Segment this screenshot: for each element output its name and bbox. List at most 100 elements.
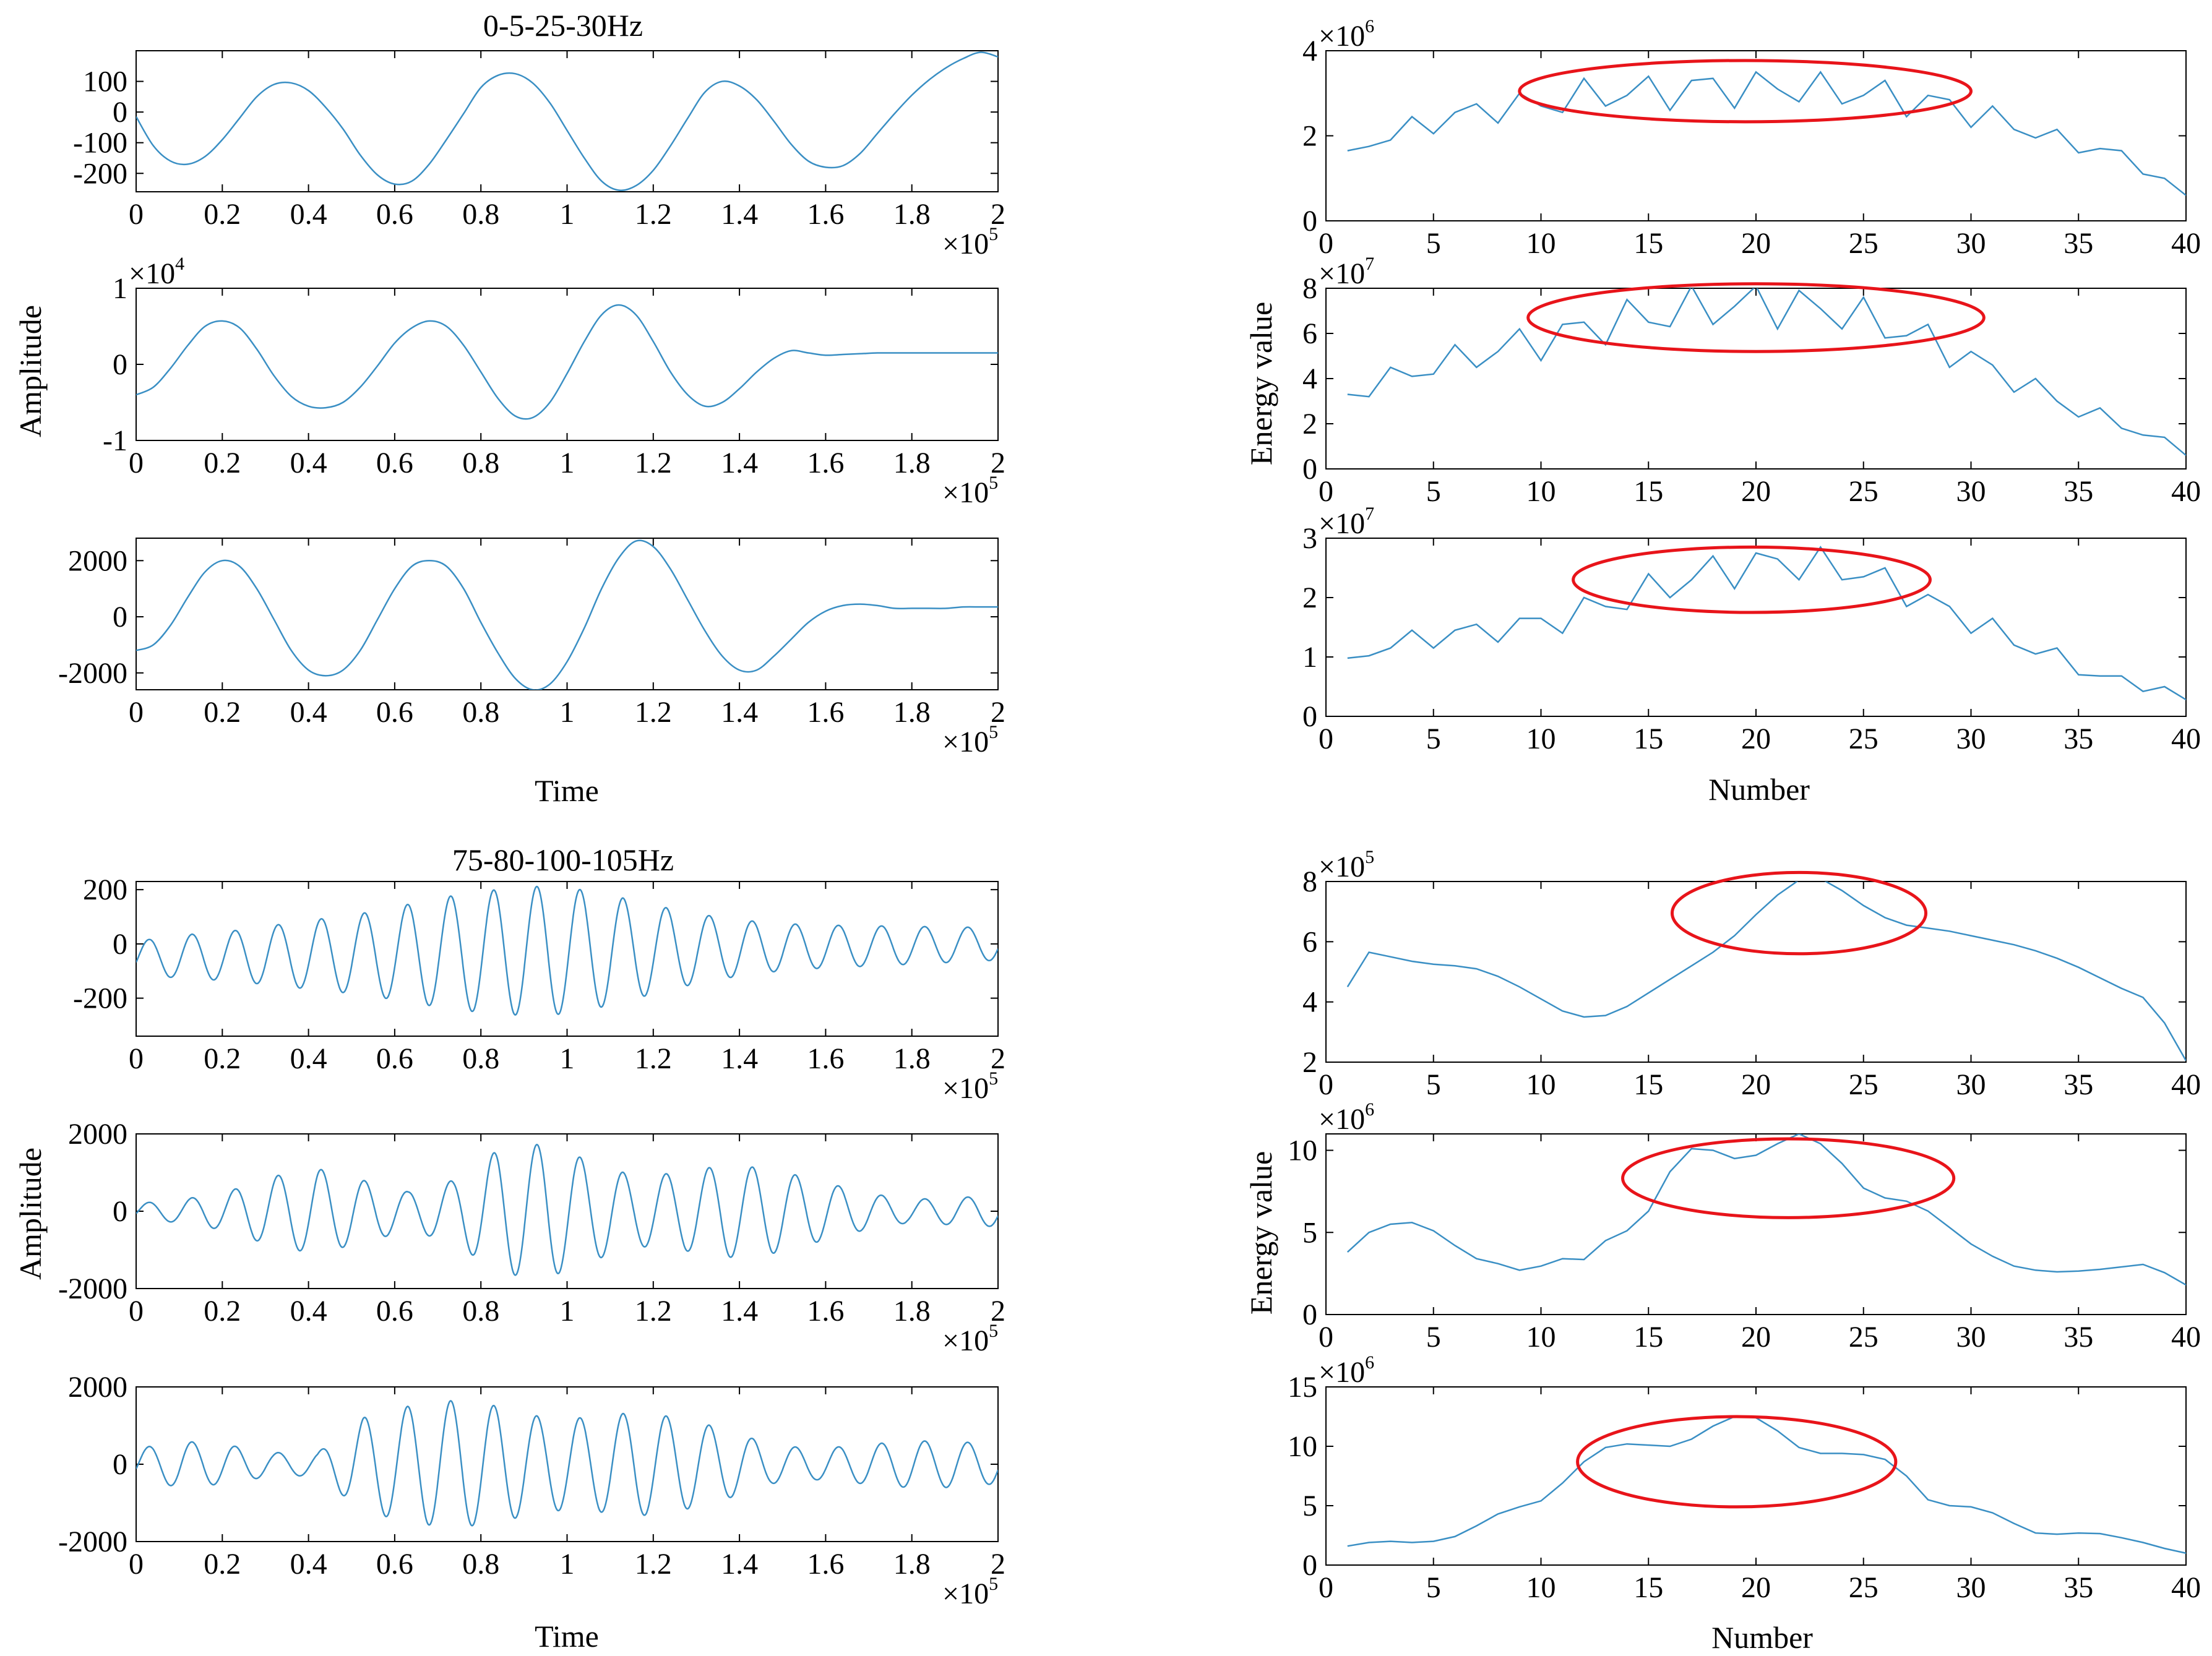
x-tick-label: 1.4 bbox=[721, 1295, 758, 1328]
series-line bbox=[1347, 288, 2186, 457]
axes-frame bbox=[1325, 538, 2187, 717]
series-line bbox=[136, 1143, 998, 1276]
y-tick-label: 5 bbox=[1302, 1490, 1317, 1522]
x-tick-label: 0 bbox=[129, 696, 144, 729]
x-exponent: ×105 bbox=[942, 473, 998, 509]
x-tick-label: 0.8 bbox=[462, 1548, 499, 1581]
bottom-time-label: Time bbox=[535, 1619, 599, 1654]
x-tick-label: 0.2 bbox=[204, 696, 241, 729]
x-exponent: ×105 bbox=[942, 1574, 998, 1610]
x-tick-label: 1.4 bbox=[721, 1548, 758, 1581]
y-tick-label: 0 bbox=[1302, 700, 1317, 733]
x-tick-label: 15 bbox=[1633, 1571, 1663, 1604]
panel-2: 0 0.2 0.4 0.6 0.8 1 1.2 1.4 1.6 1.8 210-1×105×104 bbox=[103, 254, 1005, 509]
y-tick-label: -2000 bbox=[58, 657, 127, 690]
x-tick-label: 0 bbox=[1319, 1068, 1333, 1101]
x-tick-label: 1.2 bbox=[635, 1548, 672, 1581]
x-tick-label: 0 bbox=[129, 447, 144, 479]
x-tick-label: 1 bbox=[560, 1295, 575, 1328]
x-tick-label: 10 bbox=[1526, 227, 1556, 260]
highlight-ellipse bbox=[1670, 870, 1928, 956]
x-tick-label: 0.6 bbox=[376, 447, 413, 479]
y-tick-label: 4 bbox=[1302, 986, 1317, 1019]
x-tick-label: 0 bbox=[1319, 1321, 1333, 1354]
axes-frame bbox=[136, 881, 999, 1037]
x-tick-label: 0.8 bbox=[462, 198, 499, 231]
x-tick-label: 25 bbox=[1849, 1321, 1878, 1354]
x-tick-label: 25 bbox=[1849, 723, 1878, 755]
y-tick-label: 0 bbox=[113, 928, 127, 961]
x-tick-label: 1.8 bbox=[893, 696, 931, 729]
x-tick-label: 1.4 bbox=[721, 1042, 758, 1075]
axes-frame bbox=[1325, 881, 2187, 1063]
series-line bbox=[1347, 1415, 2186, 1555]
x-tick-label: 0.6 bbox=[376, 1295, 413, 1328]
x-tick-label: 0.4 bbox=[290, 696, 327, 729]
axes-frame bbox=[136, 288, 999, 441]
x-tick-label: 5 bbox=[1426, 227, 1441, 260]
x-tick-label: 0 bbox=[1319, 723, 1333, 755]
y-tick-label: -200 bbox=[73, 157, 127, 190]
x-tick-label: 25 bbox=[1849, 1571, 1878, 1604]
x-tick-label: 35 bbox=[2064, 723, 2093, 755]
x-tick-label: 15 bbox=[1633, 1068, 1663, 1101]
y-tick-label: 200 bbox=[83, 873, 127, 906]
x-tick-label: 30 bbox=[1956, 1321, 1986, 1354]
x-tick-label: 10 bbox=[1526, 1321, 1556, 1354]
x-tick-label: 10 bbox=[1526, 475, 1556, 508]
series-line bbox=[136, 304, 998, 420]
panel-3: 0 0.2 0.4 0.6 0.8 1 1.2 1.4 1.6 1.8 220000-2000×10… bbox=[58, 538, 1005, 758]
x-tick-label: 1 bbox=[560, 696, 575, 729]
x-tick-label: 1.6 bbox=[807, 1295, 844, 1328]
x-tick-label: 15 bbox=[1633, 723, 1663, 755]
x-tick-label: 1 bbox=[560, 447, 575, 479]
y-tick-label: -2000 bbox=[58, 1525, 127, 1558]
y-tick-label: 0 bbox=[1302, 1549, 1317, 1582]
y-tick-label: 2 bbox=[1302, 1046, 1317, 1079]
x-tick-label: 1.2 bbox=[635, 447, 672, 479]
axes-frame bbox=[1325, 50, 2187, 221]
series-line bbox=[136, 1400, 998, 1527]
y-tick-label: 0 bbox=[113, 1195, 127, 1228]
x-tick-label: 20 bbox=[1741, 475, 1771, 508]
x-tick-label: 0.4 bbox=[290, 1042, 327, 1075]
x-tick-label: 0.4 bbox=[290, 1295, 327, 1328]
x-tick-label: 1.4 bbox=[721, 696, 758, 729]
y-tick-label: 1 bbox=[1302, 641, 1317, 674]
y-tick-label: 5 bbox=[1302, 1216, 1317, 1249]
x-tick-label: 0.2 bbox=[204, 447, 241, 479]
bottom-amplitude-label: Amplitude bbox=[13, 1148, 48, 1280]
x-tick-label: 25 bbox=[1849, 475, 1878, 508]
x-tick-label: 20 bbox=[1741, 1571, 1771, 1604]
x-tick-label: 40 bbox=[2171, 227, 2201, 260]
plot-grid: 0 0.2 0.4 0.6 0.8 1 1.2 1.4 1.6 1.8 21000-100-200×… bbox=[58, 16, 2201, 1610]
x-tick-label: 10 bbox=[1526, 1571, 1556, 1604]
axes-frame bbox=[1325, 1133, 2187, 1315]
top-energy-label: Energy value bbox=[1244, 302, 1278, 465]
x-tick-label: 0 bbox=[129, 1548, 144, 1581]
axes-frame bbox=[136, 1386, 999, 1542]
x-tick-label: 30 bbox=[1956, 723, 1986, 755]
x-tick-label: 1 bbox=[560, 1042, 575, 1075]
panel-11: 0 5 10 15 20 25 30 35 40 10 5 0 ×106 bbox=[1288, 1099, 2201, 1354]
x-tick-label: 0 bbox=[1319, 1571, 1333, 1604]
x-tick-label: 40 bbox=[2171, 1068, 2201, 1101]
top-number-label: Number bbox=[1708, 772, 1810, 807]
panel-10: 0 5 10 15 20 25 30 35 40 8 6 4 2 ×105 bbox=[1302, 847, 2201, 1101]
y-tick-label: 2000 bbox=[68, 1118, 127, 1151]
x-tick-label: 0.6 bbox=[376, 1042, 413, 1075]
x-exponent: ×105 bbox=[942, 1068, 998, 1105]
y-tick-label: 2 bbox=[1302, 581, 1317, 614]
x-tick-label: 5 bbox=[1426, 475, 1441, 508]
y-tick-label: -2000 bbox=[58, 1272, 127, 1305]
y-exponent: ×107 bbox=[1319, 254, 1374, 290]
y-tick-label: 1 bbox=[113, 272, 127, 305]
x-tick-label: 2 bbox=[991, 696, 1005, 729]
x-tick-label: 0.2 bbox=[204, 1548, 241, 1581]
series-line bbox=[136, 539, 998, 690]
x-tick-label: 2 bbox=[991, 447, 1005, 479]
axes-frame bbox=[136, 1133, 999, 1289]
